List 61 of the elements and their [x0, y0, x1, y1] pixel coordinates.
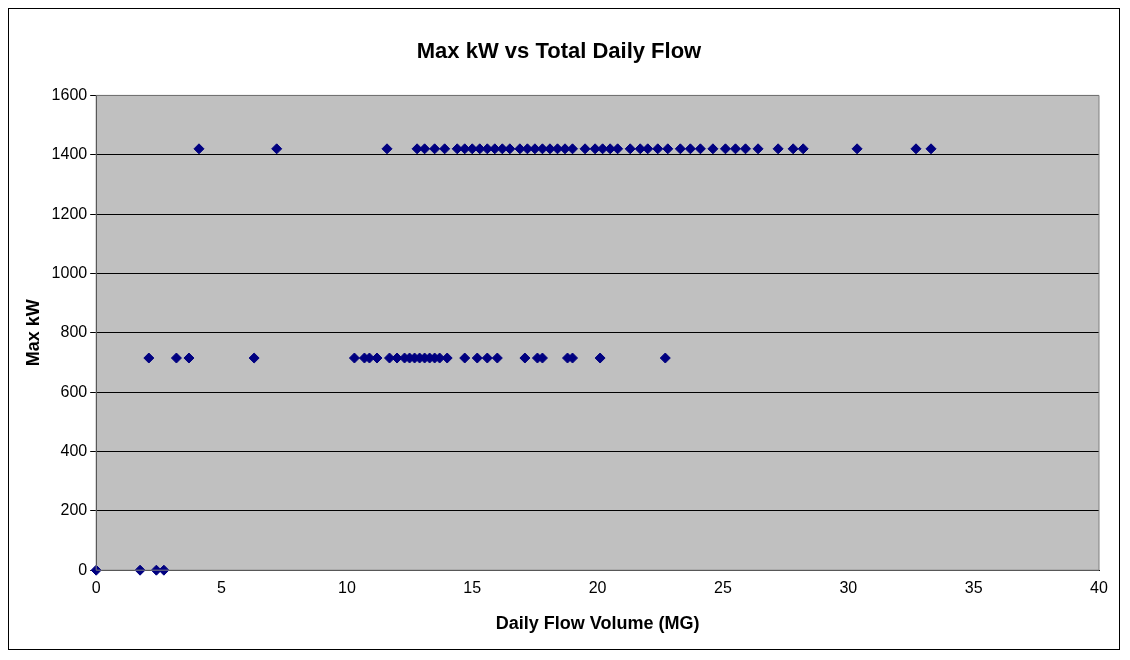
x-tick-label: 10 — [338, 579, 356, 597]
point — [652, 143, 664, 155]
y-tick-label: 0 — [78, 560, 88, 578]
point — [170, 352, 182, 364]
point — [642, 143, 654, 155]
point — [481, 352, 493, 364]
x-tick-label: 5 — [217, 579, 227, 597]
point — [459, 352, 471, 364]
y-tick-label: 600 — [60, 382, 88, 400]
point — [612, 143, 624, 155]
x-tick-label: 20 — [588, 579, 607, 597]
x-tick-label: 25 — [714, 579, 732, 597]
point — [193, 143, 205, 155]
x-tick-label: 40 — [1090, 579, 1108, 597]
point — [729, 143, 741, 155]
point — [491, 352, 503, 364]
point — [579, 143, 591, 155]
point — [519, 352, 531, 364]
point — [707, 143, 719, 155]
point — [910, 143, 922, 155]
y-tick-label: 1000 — [51, 263, 88, 281]
point — [471, 352, 483, 364]
x-tick-label: 15 — [463, 579, 482, 597]
point — [183, 352, 195, 364]
point — [752, 143, 764, 155]
point — [684, 143, 696, 155]
point — [271, 143, 283, 155]
y-tick-label: 1600 — [51, 85, 88, 103]
y-tick-label: 800 — [60, 323, 88, 341]
point — [797, 143, 809, 155]
point — [567, 143, 579, 155]
y-tick-label: 1400 — [51, 145, 88, 163]
point — [787, 143, 799, 155]
point — [772, 143, 784, 155]
chart-title: Max kW vs Total Daily Flow — [416, 38, 703, 64]
x-tick-label: 35 — [964, 579, 983, 597]
point — [740, 143, 752, 155]
x-tick-label: 0 — [91, 579, 101, 597]
point — [134, 564, 146, 576]
y-tick-label: 1200 — [51, 204, 88, 222]
point — [381, 143, 393, 155]
point — [925, 143, 937, 155]
point — [439, 143, 451, 155]
point — [694, 143, 706, 155]
y-tick-label: 200 — [60, 501, 88, 519]
point — [594, 352, 606, 364]
point — [419, 143, 431, 155]
point — [674, 143, 686, 155]
x-tick-label: 30 — [839, 579, 858, 597]
point — [348, 352, 360, 364]
point — [851, 143, 863, 155]
point — [248, 352, 260, 364]
point — [143, 352, 155, 364]
y-tick-label: 400 — [60, 441, 88, 459]
point — [429, 143, 441, 155]
point — [659, 352, 671, 364]
x-axis-title: Daily Flow Volume (MG) — [495, 613, 700, 634]
point — [662, 143, 674, 155]
point — [719, 143, 731, 155]
y-axis-title: Max kW — [22, 299, 43, 367]
point — [624, 143, 636, 155]
